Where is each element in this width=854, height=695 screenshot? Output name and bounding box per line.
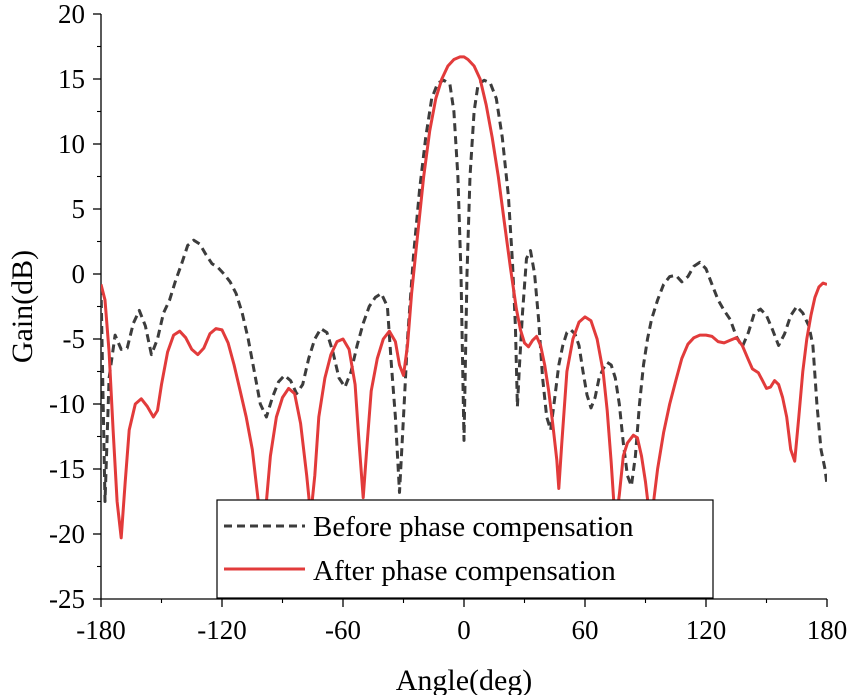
x-axis-label: Angle(deg) bbox=[396, 664, 533, 695]
y-tick-label: -5 bbox=[63, 324, 86, 354]
legend-label-after: After phase compensation bbox=[313, 555, 616, 587]
y-tick-label: 5 bbox=[72, 194, 86, 224]
x-tick-label: -60 bbox=[325, 615, 361, 645]
y-tick-label: 0 bbox=[72, 259, 86, 289]
y-tick-label: -15 bbox=[49, 454, 85, 484]
x-tick-label: 0 bbox=[457, 615, 471, 645]
y-tick-label: 15 bbox=[58, 64, 85, 94]
x-tick-label: -120 bbox=[197, 615, 247, 645]
y-tick-label: 10 bbox=[58, 129, 85, 159]
y-tick-label: 20 bbox=[58, 0, 85, 29]
x-tick-label: 180 bbox=[807, 615, 848, 645]
y-tick-label: -10 bbox=[49, 389, 85, 419]
tick-labels: 20 15 10 5 0 -5 -10 -15 -20 -25-180 -120 -60 0 60 120 1… bbox=[49, 0, 847, 645]
series-line-before bbox=[101, 78, 827, 503]
x-tick-label: 120 bbox=[686, 615, 727, 645]
legend-box bbox=[216, 499, 714, 599]
series-line-after bbox=[101, 55, 827, 540]
legend-label-before: Before phase compensation bbox=[313, 511, 634, 543]
legend: Before phase compensation After phase co… bbox=[216, 499, 714, 599]
y-axis-label: Gain(dB) bbox=[6, 250, 39, 363]
series-layer bbox=[101, 55, 827, 540]
x-tick-label: -180 bbox=[76, 615, 126, 645]
x-tick-label: 60 bbox=[572, 615, 599, 645]
y-tick-label: -20 bbox=[49, 519, 85, 549]
y-tick-label: -25 bbox=[49, 584, 85, 614]
